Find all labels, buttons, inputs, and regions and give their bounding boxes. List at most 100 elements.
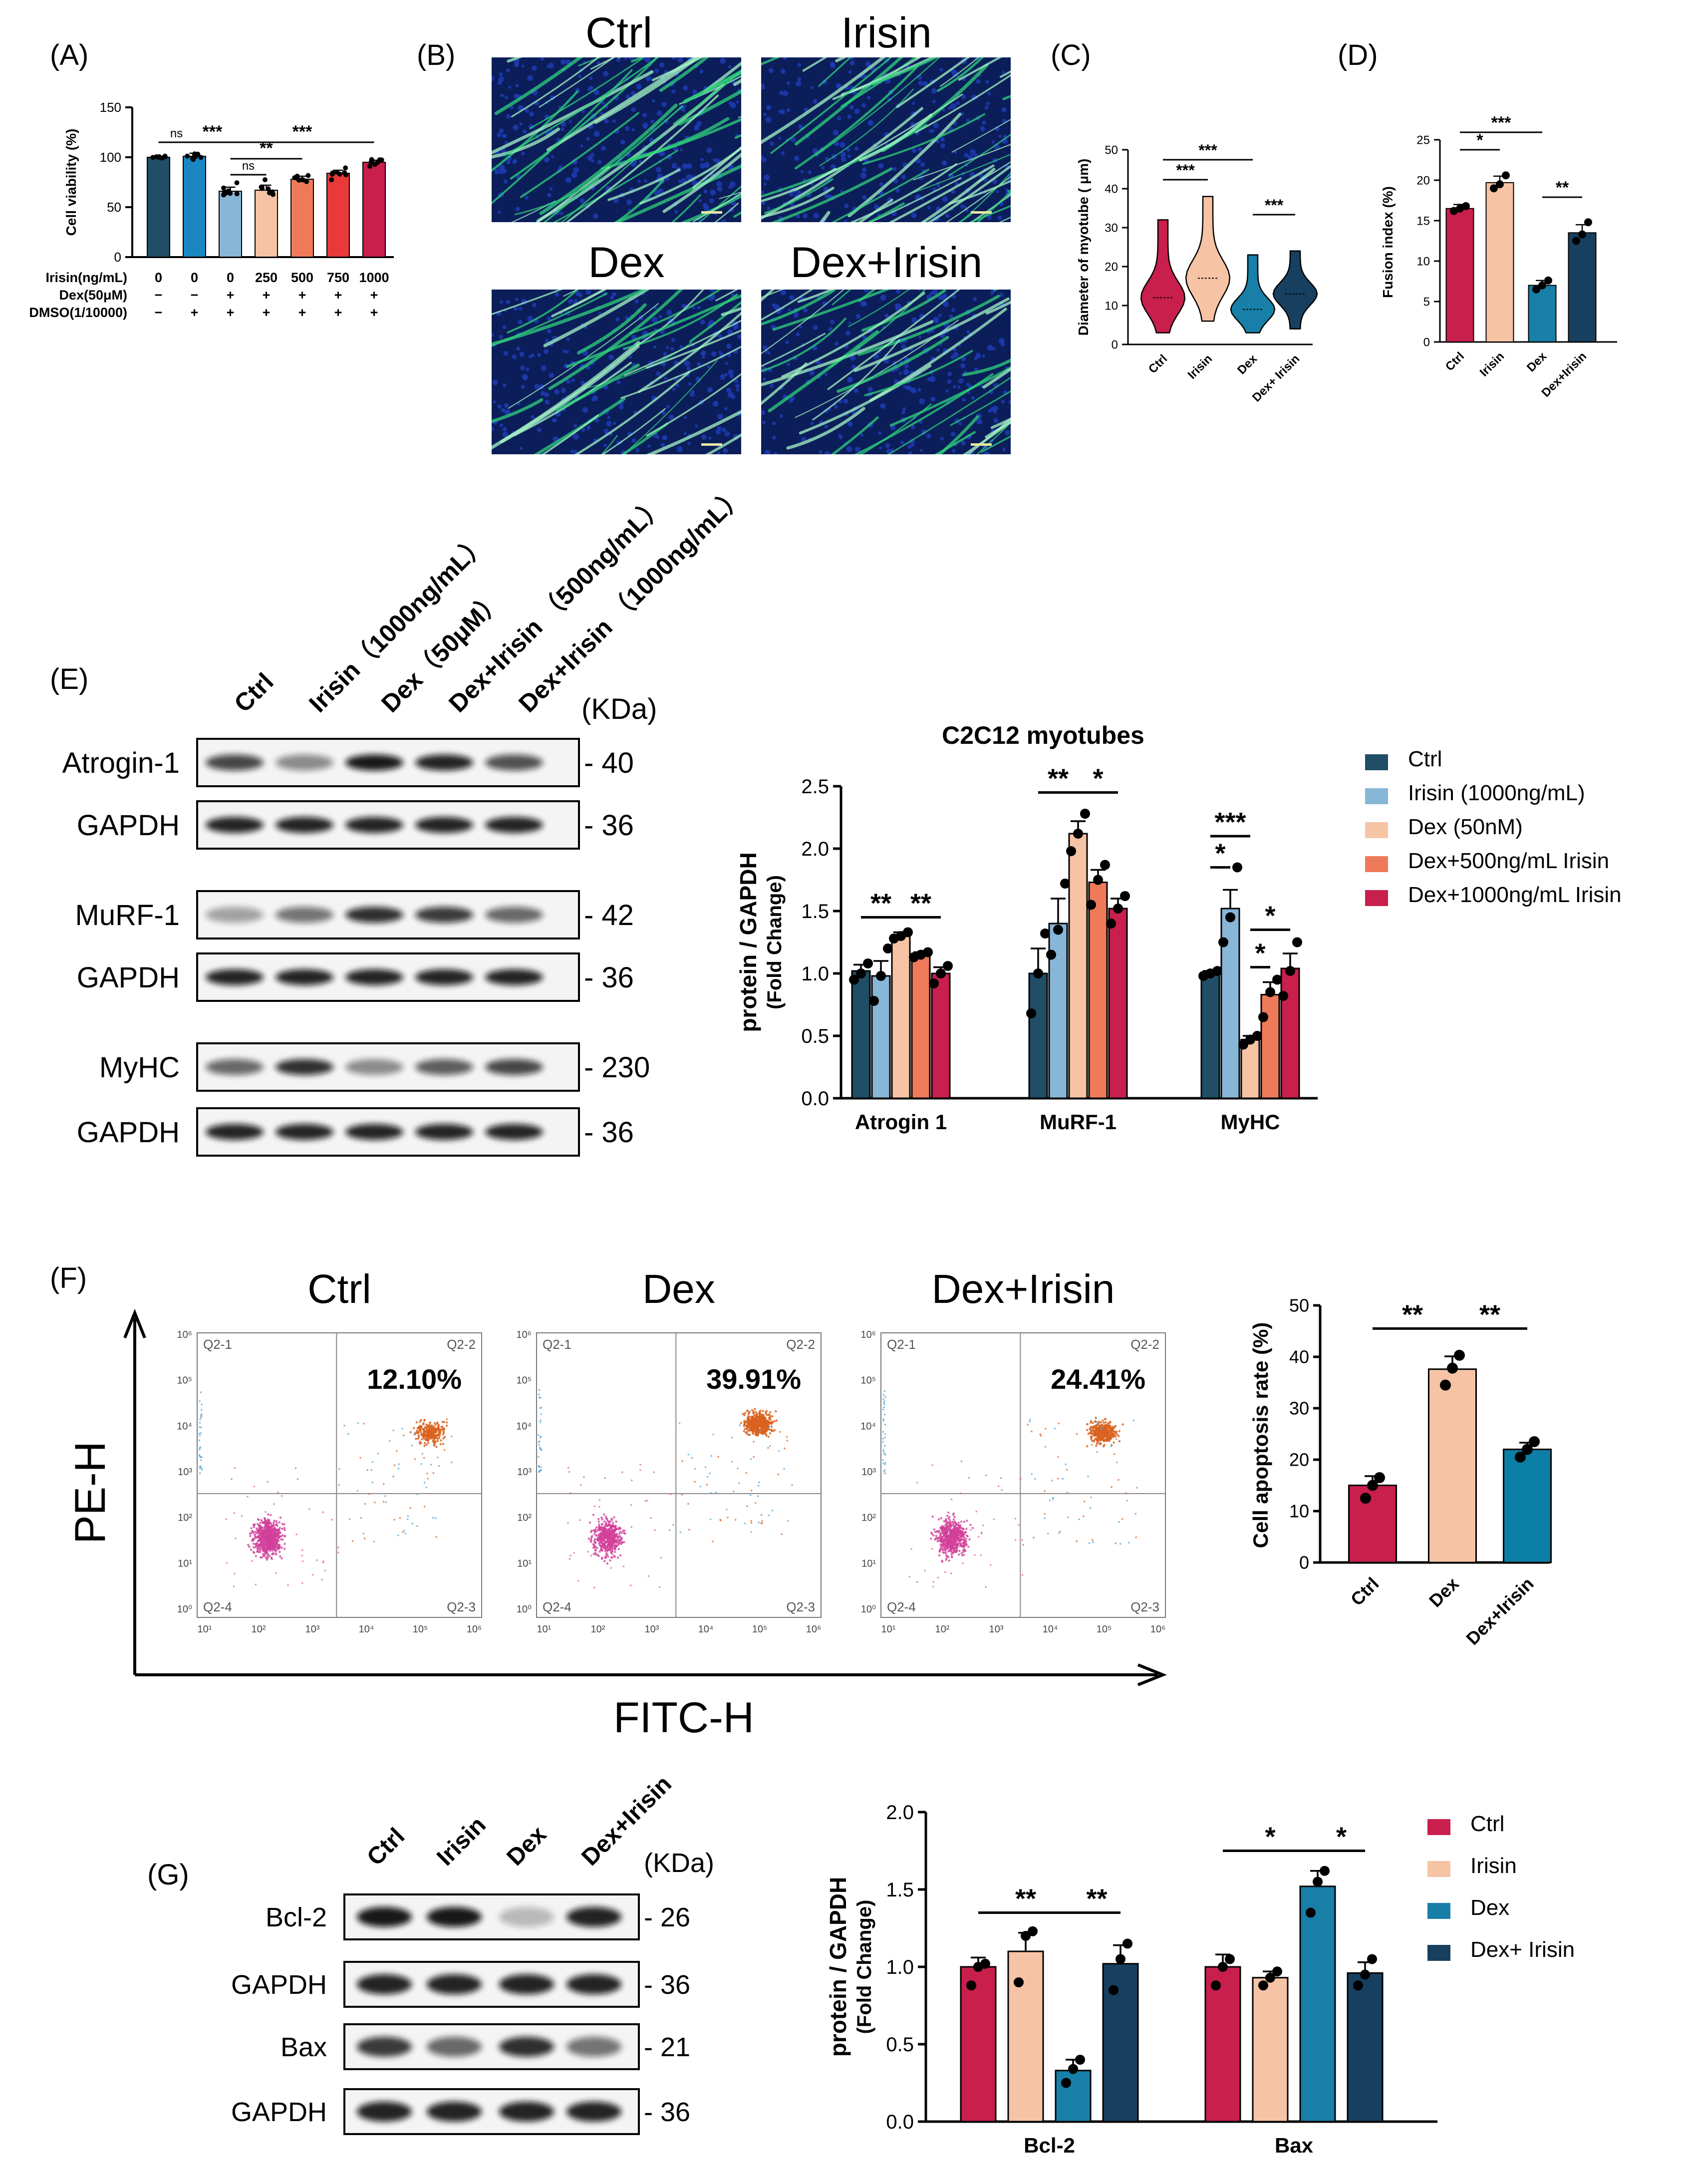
y-axis-label: protein / GAPDH [735,852,761,1032]
flow-dot [283,1529,286,1532]
flow-dot [594,1546,597,1548]
data-point [343,165,348,171]
flow-x-tick: 10³ [645,1624,659,1635]
nucleus [642,57,646,60]
flow-dot [422,1423,425,1426]
nucleus [630,91,636,96]
flow-dot [617,1548,620,1551]
nucleus [703,205,710,211]
flow-dot [940,1526,942,1529]
nucleus [762,420,766,424]
nucleus [609,296,614,300]
nucleus [570,450,573,453]
nucleus [770,383,774,388]
flow-dot [622,1565,625,1567]
flow-dot [268,1555,271,1558]
flow-dot [1118,1435,1120,1437]
flow-dot [745,1472,747,1474]
blot-row-label: GAPDH [77,1116,180,1149]
flow-dot [1095,1426,1098,1428]
flow-dot [750,1458,752,1460]
nucleus [991,140,995,144]
nucleus [497,132,502,137]
nucleus [1001,399,1005,404]
flow-dot [1093,1439,1096,1442]
flow-dot [755,1416,758,1419]
bar [871,975,891,1099]
myotube [761,187,835,219]
nucleus [615,317,620,321]
flow-dot [949,1521,952,1524]
flow-dot [606,1546,608,1549]
myotube [951,462,1060,512]
data-point [1093,875,1103,885]
myotube [492,290,563,315]
flow-dot [263,1526,266,1529]
flow-dot [966,1520,968,1522]
flow-dot [599,1536,602,1539]
flow-dot [613,1516,615,1519]
nucleus [917,388,921,392]
flow-dot [567,1467,569,1469]
flow-dot [609,1527,612,1530]
nucleus [900,440,904,445]
flow-dot [1110,1432,1113,1435]
y-tick-label: 0.5 [801,1025,829,1047]
flow-plot [536,1332,822,1618]
quadrant-label: Q2-4 [543,1599,571,1614]
nucleus [847,114,852,119]
nucleus [512,160,517,164]
flow-dot [946,1538,949,1541]
data-point [234,180,240,186]
flow-dot [445,1424,448,1427]
flow-dot [768,1426,770,1428]
flow-dot [437,1432,440,1435]
data-point [1456,204,1464,213]
flow-dot [199,1472,201,1474]
flow-dot [419,1429,422,1432]
nucleus [824,425,828,429]
flow-dot [279,1555,281,1558]
myotube [639,146,741,205]
flow-dot [357,1422,359,1424]
flow-dot [758,1485,760,1487]
flow-dot [786,1440,789,1442]
micrograph-content [492,290,741,454]
flow-dot [592,1514,595,1516]
nucleus [702,355,705,359]
flow-dot [747,1412,750,1415]
nucleus [860,433,864,437]
nucleus [718,334,723,339]
flow-dot [280,1557,283,1560]
micrograph-content [761,290,1060,512]
flow-dot [608,1524,611,1526]
flow-dot [1096,1442,1098,1445]
data-point [157,155,162,160]
flow-dot [943,1543,946,1546]
nucleus [644,179,647,183]
data-point [1265,987,1275,997]
flow-dot [949,1538,952,1541]
flow-dot [594,1554,597,1556]
flow-dot [251,1560,254,1562]
flow-dot [590,1539,592,1541]
flow-dot [278,1544,281,1546]
data-point [1496,180,1504,189]
flow-dot [778,1450,780,1452]
nucleus [867,120,874,126]
nucleus [521,384,525,389]
flow-dot [762,1410,764,1412]
bar [911,954,931,1099]
myotube [858,113,933,162]
flow-dot [253,1526,255,1529]
myotube [816,57,940,156]
flow-dot [615,1520,617,1523]
nucleus [574,299,578,302]
nucleus [668,414,674,420]
flow-dot [962,1551,965,1554]
nucleus [553,418,557,422]
flow-dot [946,1515,949,1517]
y-arrow-head [123,1308,146,1339]
flow-dot [257,1518,260,1521]
flow-dot [261,1536,264,1538]
